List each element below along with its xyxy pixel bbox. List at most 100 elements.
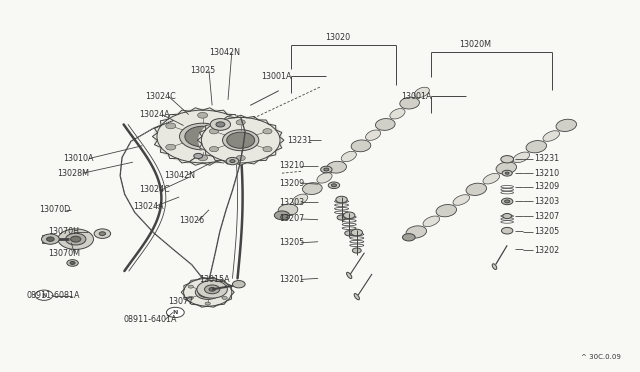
Text: 13207: 13207 <box>534 212 559 221</box>
Text: 13001A: 13001A <box>401 92 432 101</box>
Ellipse shape <box>351 140 371 152</box>
Circle shape <box>188 296 193 299</box>
Text: 13024A: 13024A <box>139 110 170 119</box>
Circle shape <box>344 212 355 219</box>
Circle shape <box>209 288 215 291</box>
Circle shape <box>504 200 509 203</box>
Ellipse shape <box>292 194 308 205</box>
Circle shape <box>166 307 184 318</box>
Circle shape <box>182 277 234 307</box>
Text: 13070H: 13070H <box>49 227 79 236</box>
Circle shape <box>180 123 226 150</box>
Text: 13210: 13210 <box>279 161 304 170</box>
Ellipse shape <box>406 226 427 238</box>
Circle shape <box>205 279 211 282</box>
Ellipse shape <box>423 216 440 227</box>
Ellipse shape <box>390 109 405 119</box>
Ellipse shape <box>526 141 547 153</box>
Ellipse shape <box>466 183 486 195</box>
Text: 13020: 13020 <box>325 33 350 42</box>
Circle shape <box>502 170 512 176</box>
Text: 13209: 13209 <box>279 179 304 187</box>
Circle shape <box>194 153 203 158</box>
Circle shape <box>403 234 415 241</box>
Circle shape <box>216 122 225 127</box>
Text: N: N <box>42 293 47 298</box>
Circle shape <box>58 229 93 249</box>
Text: 13205: 13205 <box>534 227 559 236</box>
Circle shape <box>227 132 255 148</box>
Ellipse shape <box>376 119 395 130</box>
Ellipse shape <box>492 264 497 269</box>
Circle shape <box>209 147 218 152</box>
Circle shape <box>65 233 86 245</box>
Circle shape <box>232 280 245 288</box>
Text: 13026: 13026 <box>179 216 204 225</box>
Circle shape <box>332 184 337 187</box>
Text: 13203: 13203 <box>534 197 559 206</box>
Ellipse shape <box>436 205 456 217</box>
Circle shape <box>328 182 340 189</box>
Circle shape <box>99 232 106 235</box>
Text: 13210: 13210 <box>534 169 559 178</box>
Ellipse shape <box>317 173 332 183</box>
Text: 13025: 13025 <box>190 66 215 75</box>
Text: 13203: 13203 <box>279 198 304 207</box>
Ellipse shape <box>341 151 356 162</box>
Text: 13077: 13077 <box>168 297 193 306</box>
Circle shape <box>67 260 78 266</box>
Ellipse shape <box>346 272 352 279</box>
Text: 13070D: 13070D <box>40 205 71 214</box>
Circle shape <box>501 155 513 163</box>
Circle shape <box>205 285 220 294</box>
Ellipse shape <box>327 161 346 173</box>
Circle shape <box>351 229 362 236</box>
Circle shape <box>263 129 272 134</box>
Ellipse shape <box>365 130 381 140</box>
Ellipse shape <box>496 162 516 174</box>
Circle shape <box>236 155 245 161</box>
Text: 13042N: 13042N <box>209 48 240 57</box>
Text: N: N <box>173 310 178 315</box>
Circle shape <box>236 120 245 125</box>
Circle shape <box>345 231 354 236</box>
Ellipse shape <box>483 173 500 184</box>
Circle shape <box>94 229 111 238</box>
Text: 08911-6081A: 08911-6081A <box>27 291 81 301</box>
Circle shape <box>337 215 346 220</box>
Text: 13001A: 13001A <box>262 71 292 81</box>
Text: 13042N: 13042N <box>164 170 196 180</box>
Text: 13024A: 13024A <box>133 202 163 211</box>
Circle shape <box>223 130 259 151</box>
Circle shape <box>35 290 53 300</box>
FancyBboxPatch shape <box>42 235 51 243</box>
Text: 13202: 13202 <box>534 246 559 254</box>
Circle shape <box>336 196 348 203</box>
Circle shape <box>166 144 176 150</box>
Circle shape <box>47 237 54 241</box>
Text: 13231: 13231 <box>534 154 559 163</box>
Circle shape <box>42 234 60 244</box>
Text: 13070M: 13070M <box>49 249 81 258</box>
Ellipse shape <box>303 183 322 195</box>
Text: 13201: 13201 <box>279 275 304 284</box>
Circle shape <box>502 198 513 205</box>
Text: 08911-6401A: 08911-6401A <box>124 315 177 324</box>
Circle shape <box>324 168 329 171</box>
Ellipse shape <box>400 97 419 109</box>
Circle shape <box>198 116 283 165</box>
Ellipse shape <box>543 131 559 141</box>
Ellipse shape <box>414 87 429 97</box>
Circle shape <box>502 227 513 234</box>
Circle shape <box>197 280 227 298</box>
Circle shape <box>226 157 239 165</box>
Circle shape <box>222 296 227 299</box>
Circle shape <box>198 287 217 298</box>
Circle shape <box>70 262 75 264</box>
Text: ^ 30C.0.09: ^ 30C.0.09 <box>582 354 621 360</box>
Circle shape <box>70 236 81 242</box>
Text: 13209: 13209 <box>534 182 559 191</box>
Text: 13231: 13231 <box>287 136 312 145</box>
Circle shape <box>353 248 361 253</box>
Circle shape <box>230 144 239 150</box>
